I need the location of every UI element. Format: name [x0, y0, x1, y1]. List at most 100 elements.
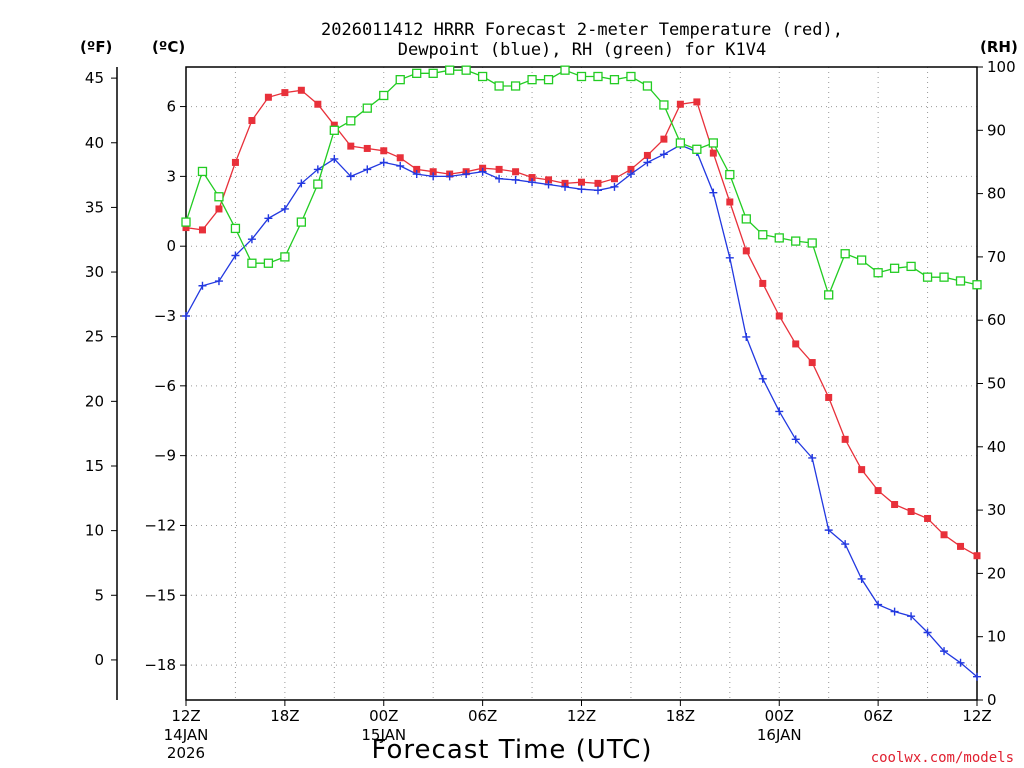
rh-point — [972, 280, 982, 290]
rh-point — [873, 268, 883, 278]
c-tick-label: 0 — [166, 237, 176, 255]
temperature-point — [429, 168, 437, 176]
dewpoint-point — [297, 179, 306, 188]
x-tick-year-label: 2026 — [167, 744, 205, 762]
temperature-point — [198, 226, 206, 234]
dewpoint-point — [923, 628, 932, 637]
rh-tick-label: 70 — [987, 248, 1006, 266]
dewpoint-point — [478, 167, 487, 176]
temperature-point — [594, 179, 602, 187]
x-tick-label: 00Z — [765, 707, 794, 725]
rh-point — [922, 272, 933, 282]
rh-point — [379, 90, 389, 101]
rh-point — [461, 65, 471, 75]
dewpoint-point — [610, 182, 619, 191]
dewpoint-point — [528, 178, 537, 187]
dewpoint-point — [593, 186, 602, 195]
rh-point — [791, 236, 801, 246]
dewpoint-point — [659, 150, 668, 159]
temperature-point — [248, 117, 256, 125]
rh-tick-label: 60 — [987, 311, 1006, 329]
dewpoint-point — [725, 253, 734, 262]
f-tick-label: 45 — [85, 69, 104, 87]
rh-point — [642, 81, 653, 91]
rh-point — [560, 65, 570, 75]
temperature-point — [627, 165, 635, 173]
rh-point — [824, 290, 834, 300]
temperature-point — [709, 149, 717, 157]
rh-point — [626, 71, 636, 82]
rh-tick-label: 0 — [987, 691, 997, 709]
temperature-point — [215, 205, 223, 213]
grid-layer — [186, 67, 977, 700]
dewpoint-point — [808, 453, 817, 462]
temperature-point — [676, 100, 684, 108]
temperature-point — [858, 466, 866, 474]
c-tick-label: −15 — [144, 586, 176, 604]
rh-point — [428, 68, 438, 78]
rh-point — [395, 75, 405, 85]
x-tick-label: 12Z — [171, 707, 200, 725]
rh-point — [181, 217, 191, 227]
temperature-point — [957, 542, 965, 550]
dewpoint-point — [544, 180, 553, 189]
rh-point — [708, 138, 718, 148]
dewpoint-point — [940, 647, 949, 656]
dewpoint-point — [643, 158, 652, 167]
credit-text: coolwx.com/models — [871, 750, 1014, 766]
temperature-point — [841, 435, 849, 443]
f-tick-label: 25 — [85, 328, 104, 346]
x-tick-label: 18Z — [270, 707, 299, 725]
x-tick-date-label: 16JAN — [757, 726, 802, 744]
rh-tick-label: 10 — [987, 628, 1006, 646]
temperature-point — [380, 147, 388, 155]
dewpoint-point — [462, 170, 471, 179]
rh-tick-label: 30 — [987, 501, 1006, 519]
dewpoint-point — [511, 175, 520, 184]
rh-point — [906, 261, 916, 272]
temperature-point — [973, 552, 981, 560]
temperature-point — [907, 507, 915, 515]
dewpoint-point — [412, 170, 421, 179]
rh-point — [477, 71, 488, 82]
c-tick-label: −9 — [154, 447, 176, 465]
rh-point — [362, 103, 372, 113]
dewpoint-point — [577, 185, 586, 194]
f-tick-label: 30 — [85, 263, 104, 281]
dewpoint-point — [791, 435, 800, 444]
temperature-point — [660, 135, 668, 143]
celsius-unit-label: (ºC) — [152, 38, 185, 56]
f-tick-label: 10 — [85, 522, 104, 540]
dewpoint-point — [841, 540, 850, 549]
dewpoint-point — [313, 165, 322, 174]
dewpoint-point — [346, 172, 355, 181]
dewpoint-point — [907, 612, 916, 621]
x-tick-date-label: 14JAN — [164, 726, 209, 744]
rh-point — [296, 217, 307, 227]
dewpoint-point — [247, 235, 256, 244]
temperature-point — [281, 89, 289, 97]
f-tick-label: 35 — [85, 198, 104, 216]
dewpoint-point — [231, 251, 240, 260]
temperature-point — [759, 279, 767, 287]
rh-point — [527, 75, 537, 85]
dewpoint-point — [330, 154, 339, 163]
temperature-point — [643, 151, 651, 159]
dewpoint-point — [824, 526, 833, 535]
temperature-point — [792, 340, 800, 348]
rh-tick-label: 20 — [987, 564, 1006, 582]
temperature-point — [545, 176, 553, 184]
rh-tick-label: 100 — [987, 58, 1016, 76]
dewpoint-point — [775, 407, 784, 416]
temperature-point — [578, 178, 585, 186]
temperature-point — [924, 514, 932, 522]
dewpoint-point — [758, 374, 767, 383]
f-tick-label: 40 — [85, 134, 104, 152]
rh-tick-label: 40 — [987, 438, 1006, 456]
dewpoint-point — [857, 574, 866, 583]
rh-point — [263, 258, 274, 268]
temperature-point — [264, 93, 272, 101]
temperature-point — [610, 175, 618, 183]
temperature-point — [693, 98, 701, 106]
